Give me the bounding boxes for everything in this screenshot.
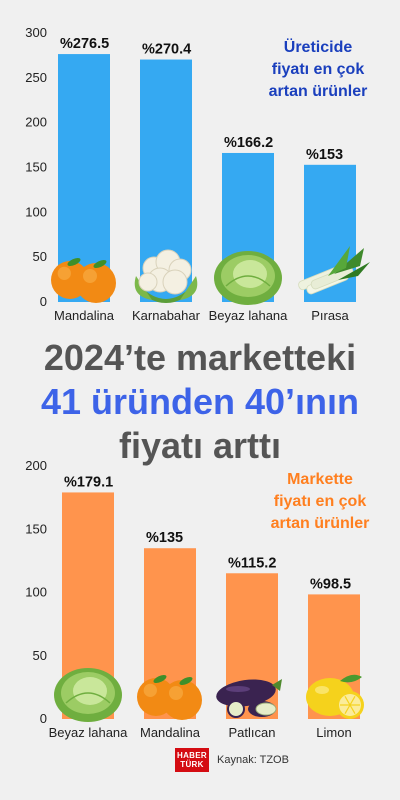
y-tick-label: 200 <box>25 115 47 130</box>
category-label: Mandalina <box>54 308 115 323</box>
bar-value-label: %179.1 <box>64 474 113 490</box>
orange-icon <box>51 257 116 303</box>
y-tick-label: 150 <box>25 521 47 536</box>
leek-icon <box>298 246 370 295</box>
eggplant-icon <box>216 679 282 718</box>
category-label: Pırasa <box>311 308 349 323</box>
bar-value-label: %115.2 <box>228 555 276 571</box>
y-tick-label: 300 <box>25 25 47 40</box>
y-tick-label: 200 <box>25 458 47 473</box>
category-label: Karnabahar <box>132 308 201 323</box>
headline-line-2: 41 üründen 40’ının <box>40 381 360 422</box>
chart-legend-title: Üreticide fiyatı en çok artan ürünler <box>269 37 368 100</box>
bar-value-label: %276.5 <box>60 36 109 52</box>
footer: HABER TÜRK Kaynak: TZOB <box>175 748 289 772</box>
category-label: Limon <box>316 725 351 740</box>
market-price-bar-chart: 0 50 100 150 200 Markette fiyatı en çok artan ü… <box>25 458 370 740</box>
bar-value-label: %270.4 <box>142 42 191 58</box>
y-tick-label: 50 <box>33 648 47 663</box>
chart-legend-title: Markette fiyatı en çok artan ürünler <box>271 471 370 532</box>
source-text: Kaynak: TZOB <box>217 754 289 766</box>
y-tick-label: 150 <box>25 160 47 175</box>
category-label: Mandalina <box>140 725 201 740</box>
headline-line-1: 2024’te marketteki <box>43 337 357 378</box>
logo-line-1: HABER <box>177 751 207 760</box>
lemon-icon <box>306 674 364 719</box>
y-tick-label: 0 <box>40 711 47 726</box>
bar-value-label: %166.2 <box>224 135 273 151</box>
y-tick-label: 50 <box>33 249 47 264</box>
producer-price-bar-chart: 0 50 100 150 200 250 300 Üreticide fiyatı en çok… <box>25 25 370 323</box>
headline-line-3: fiyatı arttı <box>118 425 282 466</box>
cabbage-icon <box>214 251 282 305</box>
y-tick-label: 250 <box>25 70 47 85</box>
category-label: Beyaz lahana <box>209 308 289 323</box>
cauliflower-icon <box>134 249 198 303</box>
y-tick-label: 100 <box>25 204 47 219</box>
y-tick-label: 100 <box>25 585 47 600</box>
category-label: Beyaz lahana <box>49 725 129 740</box>
logo-line-2: TÜRK <box>180 760 204 769</box>
bar-value-label: %135 <box>146 530 183 546</box>
y-tick-label: 0 <box>40 294 47 309</box>
orange-icon <box>137 674 202 720</box>
bar-value-label: %153 <box>306 147 343 163</box>
category-label: Patlıcan <box>229 725 276 740</box>
bar-value-label: %98.5 <box>310 576 351 592</box>
cabbage-icon <box>54 668 122 722</box>
haberturk-logo: HABER TÜRK <box>175 748 209 772</box>
